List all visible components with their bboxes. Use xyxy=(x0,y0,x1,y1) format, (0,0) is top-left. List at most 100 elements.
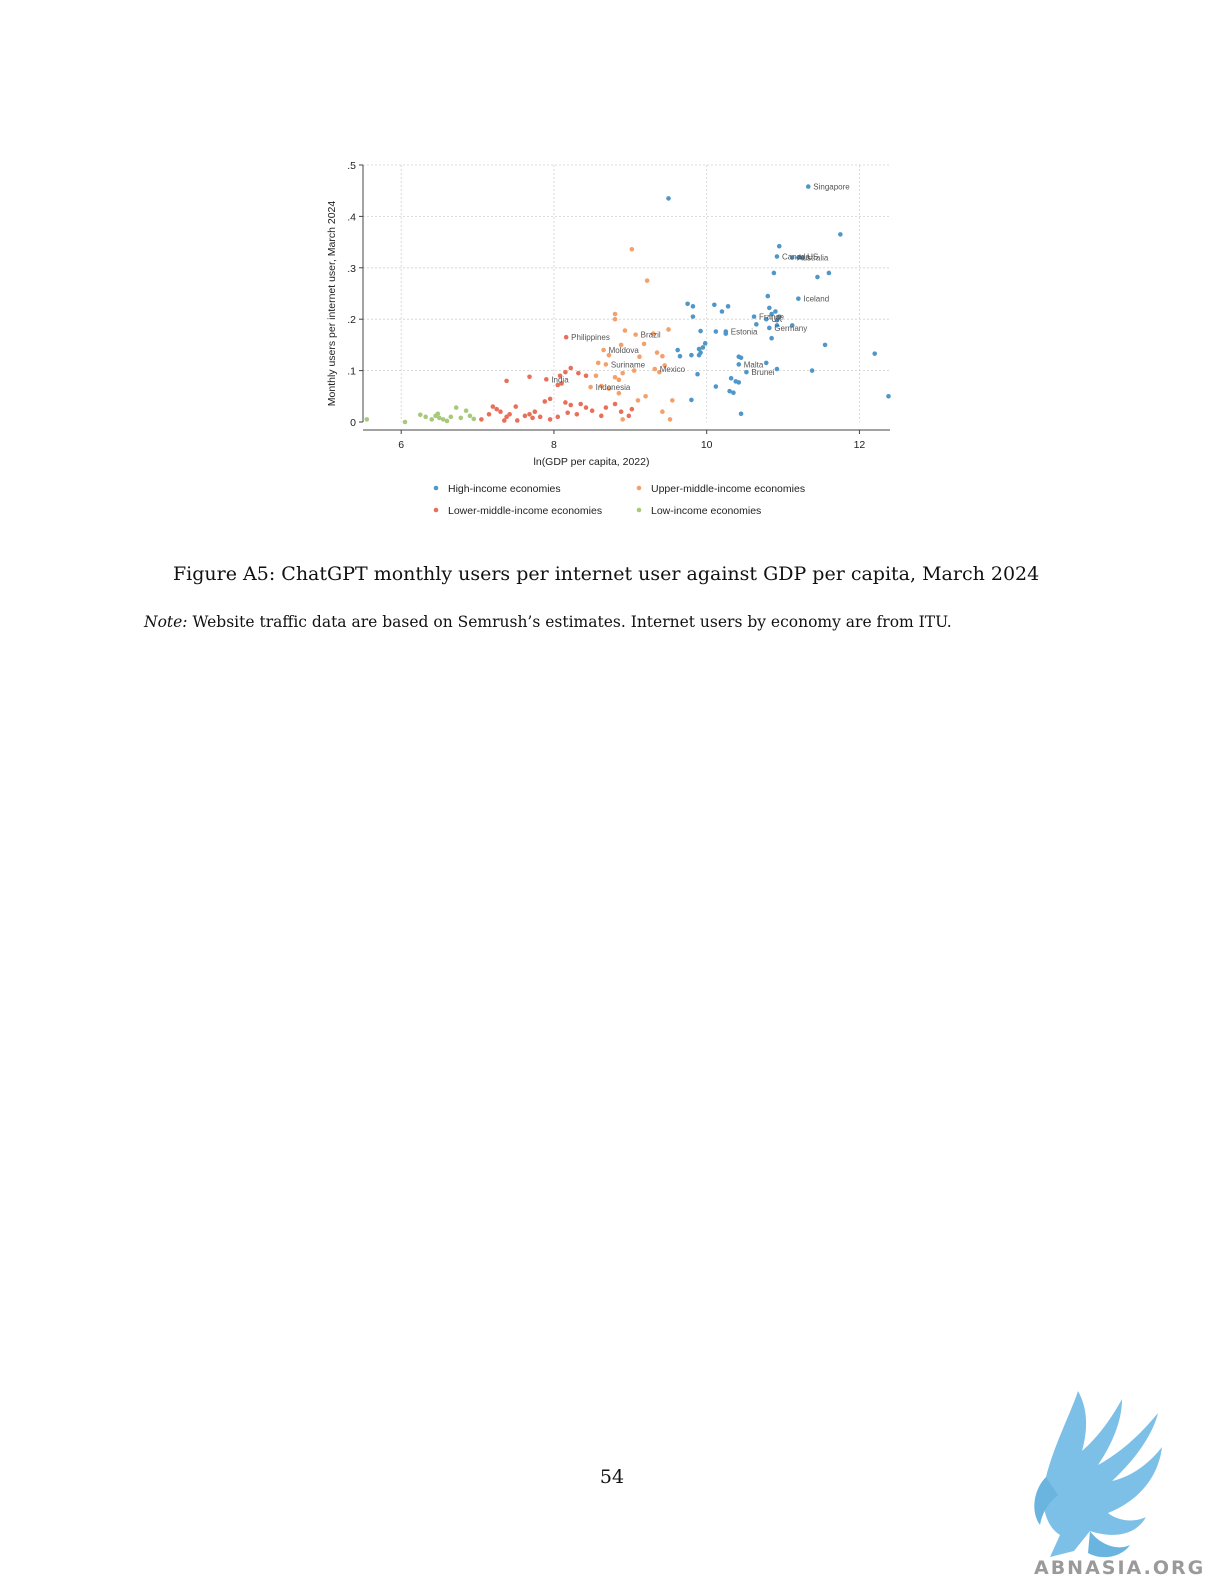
data-point xyxy=(598,413,604,419)
data-point xyxy=(689,352,694,358)
data-point xyxy=(838,232,843,237)
data-point xyxy=(736,380,742,385)
figure-note: Note: Website traffic data are based on … xyxy=(144,613,1094,631)
data-point xyxy=(643,394,648,399)
data-point xyxy=(542,399,548,404)
data-point xyxy=(504,414,509,420)
point-label: France xyxy=(759,313,784,322)
data-point xyxy=(555,414,561,420)
griffin-icon: ABNASIA.ORG xyxy=(1034,1391,1203,1579)
legend-marker xyxy=(433,485,439,491)
data-point xyxy=(725,304,731,309)
data-point xyxy=(677,353,683,359)
data-point xyxy=(815,274,820,280)
y-tick-label: .5 xyxy=(347,160,356,172)
data-point xyxy=(690,304,696,309)
data-point xyxy=(527,411,532,417)
legend-marker xyxy=(636,507,642,513)
data-point xyxy=(537,414,543,420)
y-axis-label: Monthly users per internet user, March 2… xyxy=(326,201,338,407)
data-point xyxy=(685,301,690,307)
data-point xyxy=(666,196,671,201)
data-point xyxy=(644,278,650,283)
data-point xyxy=(417,412,423,418)
y-tick-label: 0 xyxy=(350,417,356,429)
data-point xyxy=(423,414,428,420)
data-point xyxy=(698,328,703,334)
data-point xyxy=(544,377,549,382)
data-point xyxy=(796,255,801,260)
data-point xyxy=(530,415,535,421)
x-tick-label: 10 xyxy=(701,439,713,451)
data-point xyxy=(479,417,484,422)
legend-label: Upper-middle-income economies xyxy=(651,483,805,495)
data-point xyxy=(776,314,782,319)
data-point xyxy=(593,373,599,379)
data-point xyxy=(547,417,553,422)
data-point xyxy=(731,390,736,396)
data-point xyxy=(652,366,658,372)
point-label: Germany xyxy=(774,324,807,333)
x-tick-label: 6 xyxy=(398,439,404,451)
data-point xyxy=(637,354,642,360)
data-point xyxy=(736,362,742,367)
data-point xyxy=(527,374,532,380)
point-label: US xyxy=(807,252,818,261)
data-point xyxy=(606,386,612,391)
data-point xyxy=(444,418,450,424)
data-point xyxy=(728,376,734,381)
data-point xyxy=(675,347,680,353)
data-point xyxy=(670,398,675,403)
data-point xyxy=(754,322,759,327)
data-point xyxy=(712,302,717,308)
data-point xyxy=(507,411,512,417)
data-point xyxy=(504,378,509,384)
y-tick-label: .2 xyxy=(347,314,356,326)
data-point xyxy=(660,353,665,359)
data-point xyxy=(799,255,805,260)
data-point xyxy=(700,345,706,350)
data-point xyxy=(719,309,725,314)
data-point xyxy=(435,411,441,417)
data-point xyxy=(402,419,408,425)
data-point xyxy=(601,347,606,353)
data-point xyxy=(713,329,719,334)
data-point xyxy=(696,346,702,352)
point-label: Estonia xyxy=(731,328,758,337)
data-point xyxy=(776,243,782,249)
data-point xyxy=(429,417,435,422)
data-point xyxy=(616,377,622,383)
data-point xyxy=(769,335,774,341)
point-label: Brunei xyxy=(751,368,774,377)
data-point xyxy=(612,401,618,407)
data-point xyxy=(565,410,570,416)
scatter-chart: 0 .1 .2 .3 .4 .5 6 8 10 12 ln(GDP per capita, 2022… xyxy=(320,150,910,530)
data-point xyxy=(467,413,473,419)
data-point xyxy=(723,329,729,334)
data-point xyxy=(453,405,459,410)
data-point xyxy=(563,334,569,340)
data-point xyxy=(822,342,828,348)
data-point xyxy=(769,311,774,317)
data-point xyxy=(789,323,795,328)
data-point xyxy=(738,355,744,361)
data-point xyxy=(666,327,671,332)
data-point xyxy=(603,362,609,367)
data-point xyxy=(578,401,583,407)
data-point xyxy=(563,369,568,375)
data-point xyxy=(574,411,580,417)
data-point xyxy=(616,390,622,396)
data-point xyxy=(583,405,589,410)
data-point xyxy=(547,396,553,402)
point-label: Canada xyxy=(782,252,811,261)
data-point xyxy=(744,369,749,375)
data-point xyxy=(713,384,719,389)
data-point xyxy=(626,413,632,419)
note-label: Note: xyxy=(144,613,188,631)
data-point xyxy=(471,416,477,422)
data-point xyxy=(774,254,780,259)
legend-marker xyxy=(433,507,439,513)
data-point xyxy=(886,394,891,399)
data-point xyxy=(660,409,665,415)
data-point xyxy=(486,411,492,417)
